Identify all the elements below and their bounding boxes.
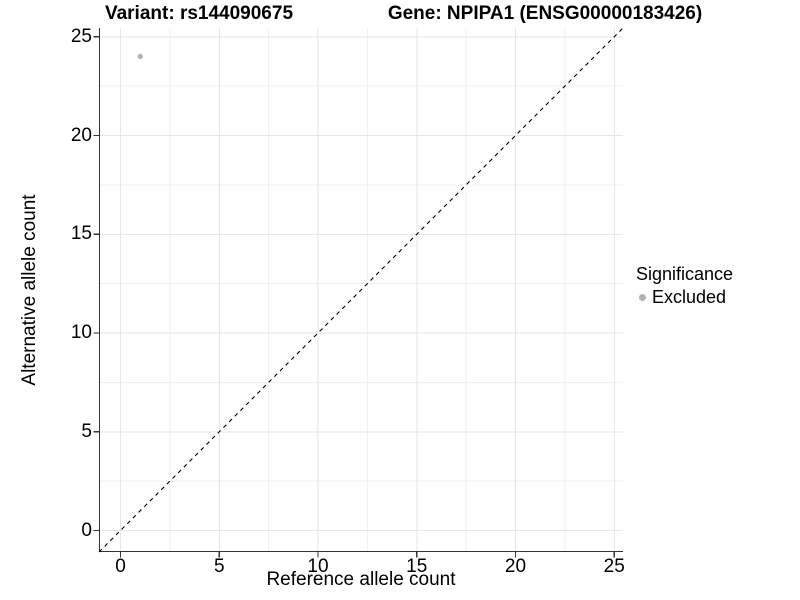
gene-title: Gene: NPIPA1 (ENSG00000183426) bbox=[387, 3, 703, 24]
identity-dashed-line bbox=[98, 27, 624, 553]
legend-title: Significance bbox=[636, 264, 734, 284]
y-tick-label: 10 bbox=[70, 322, 92, 343]
legend-key-dot-icon bbox=[639, 294, 646, 301]
y-tick-label: 0 bbox=[81, 519, 92, 541]
x-tick-label: 25 bbox=[603, 556, 625, 577]
y-tick-label: 20 bbox=[70, 124, 92, 146]
x-tick-label: 20 bbox=[504, 556, 527, 577]
y-tick-label: 25 bbox=[70, 25, 92, 47]
y-tick-label: 15 bbox=[70, 223, 92, 245]
variant-title: Variant: rs144090675 bbox=[104, 3, 294, 24]
legend: Significance Excluded bbox=[636, 263, 733, 309]
legend-items: Excluded bbox=[636, 286, 733, 309]
y-tick-label: 5 bbox=[81, 420, 92, 442]
legend-item-label: Excluded bbox=[652, 287, 727, 307]
x-tick-label: 10 bbox=[307, 556, 329, 577]
y-axis-title: Alternative allele count bbox=[19, 194, 40, 386]
x-tick-label: 0 bbox=[115, 556, 126, 577]
x-axis-title: Reference allele count bbox=[266, 569, 456, 590]
x-tick-label: 5 bbox=[213, 556, 225, 577]
data-point bbox=[137, 53, 143, 60]
legend-item: Excluded bbox=[636, 286, 733, 309]
x-tick-label: 15 bbox=[406, 556, 428, 577]
